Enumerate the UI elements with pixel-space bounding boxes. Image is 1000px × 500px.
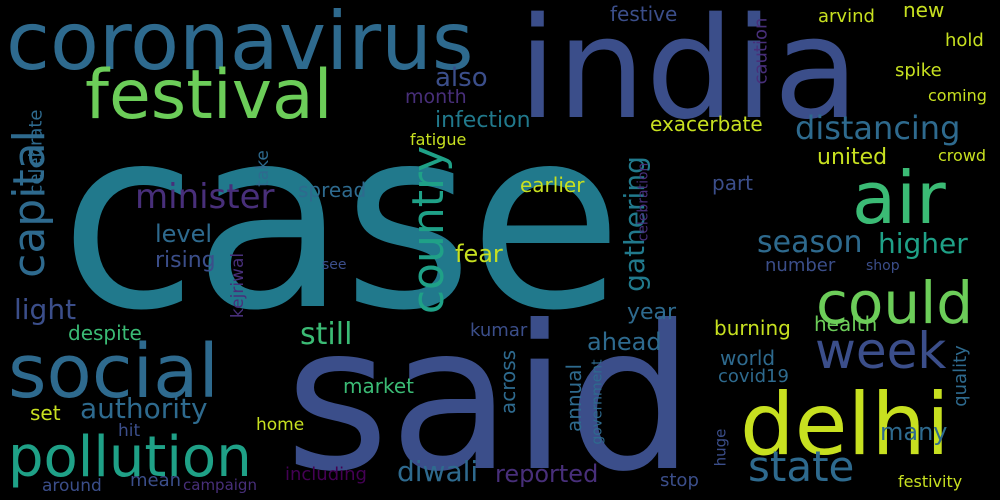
word-air: air	[852, 156, 946, 240]
word-number: number	[765, 255, 836, 276]
word-covid19: covid19	[718, 366, 789, 387]
word-delhi: delhi	[740, 375, 950, 475]
word-spike: spike	[895, 60, 942, 81]
word-reported: reported	[495, 460, 599, 488]
word-part: part	[712, 171, 754, 195]
word-see: see	[322, 257, 347, 273]
word-united: united	[817, 145, 888, 170]
word-huge: huge	[711, 428, 730, 467]
word-arvind: arvind	[818, 6, 875, 27]
word-social: social	[8, 329, 219, 415]
word-pollution: pollution	[8, 425, 252, 490]
word-health: health	[814, 312, 878, 336]
word-case: case	[60, 74, 623, 365]
word-take: take	[252, 150, 273, 187]
word-country: country	[403, 145, 455, 315]
word-annual: annual	[562, 363, 587, 433]
word-set: set	[30, 401, 61, 425]
word-diwali: diwali	[397, 455, 479, 488]
word-festivity: festivity	[898, 472, 963, 491]
word-said: said	[285, 283, 695, 500]
word-despite: despite	[68, 321, 142, 345]
word-fatigue: fatigue	[410, 130, 467, 149]
word-celebration: celebration	[635, 162, 652, 242]
word-earlier: earlier	[520, 173, 585, 197]
word-authority: authority	[80, 392, 208, 425]
word-could: could	[816, 269, 974, 337]
word-new: new	[903, 0, 945, 22]
word-season: season	[757, 225, 863, 260]
word-india: india	[518, 0, 860, 151]
word-world: world	[720, 346, 776, 370]
word-mean: mean	[130, 470, 182, 491]
word-festival: festival	[85, 56, 333, 135]
word-quality: quality	[949, 345, 971, 407]
word-kejriwal: kejriwal	[228, 252, 249, 319]
word-light: light	[14, 293, 77, 326]
word-week: week	[815, 322, 947, 380]
word-including: including	[285, 464, 367, 485]
word-government: government	[589, 359, 606, 445]
word-minister: minister	[135, 177, 275, 217]
word-state: state	[748, 442, 855, 491]
word-year: year	[627, 300, 677, 325]
word-fear: fear	[455, 240, 503, 268]
word-also: also	[435, 63, 488, 93]
word-distancing: distancing	[795, 109, 961, 147]
word-month: month	[405, 86, 467, 108]
word-coming: coming	[928, 86, 987, 105]
word-home: home	[256, 415, 305, 435]
word-kumar: kumar	[470, 320, 528, 341]
word-burning: burning	[714, 316, 791, 340]
word-market: across	[496, 349, 521, 415]
word-exacerbate: exacerbate	[650, 112, 763, 136]
word-hit: hit	[118, 421, 141, 441]
word-level: level	[155, 220, 213, 248]
word-spread: spread	[298, 178, 367, 202]
word-around: around	[42, 476, 102, 496]
word-campaign: campaign	[183, 476, 257, 494]
word-still: still	[300, 317, 353, 352]
word-across: market	[343, 374, 414, 398]
word-crowd: crowd	[938, 146, 987, 165]
word-infection: infection	[435, 108, 531, 133]
word-caution: caution	[750, 17, 772, 85]
word-ahead: ahead	[587, 328, 662, 356]
word-shop: shop	[866, 258, 900, 274]
word-festive: festive	[610, 2, 678, 26]
word-celebrate: celebrate	[25, 109, 47, 195]
word-coronavirus: coronavirus	[6, 0, 474, 88]
word-hold: hold	[945, 30, 984, 51]
word-many: many	[880, 418, 948, 446]
word-higher: higher	[878, 227, 968, 260]
word-rising: rising	[155, 248, 216, 273]
word-stop: stop	[660, 470, 699, 491]
